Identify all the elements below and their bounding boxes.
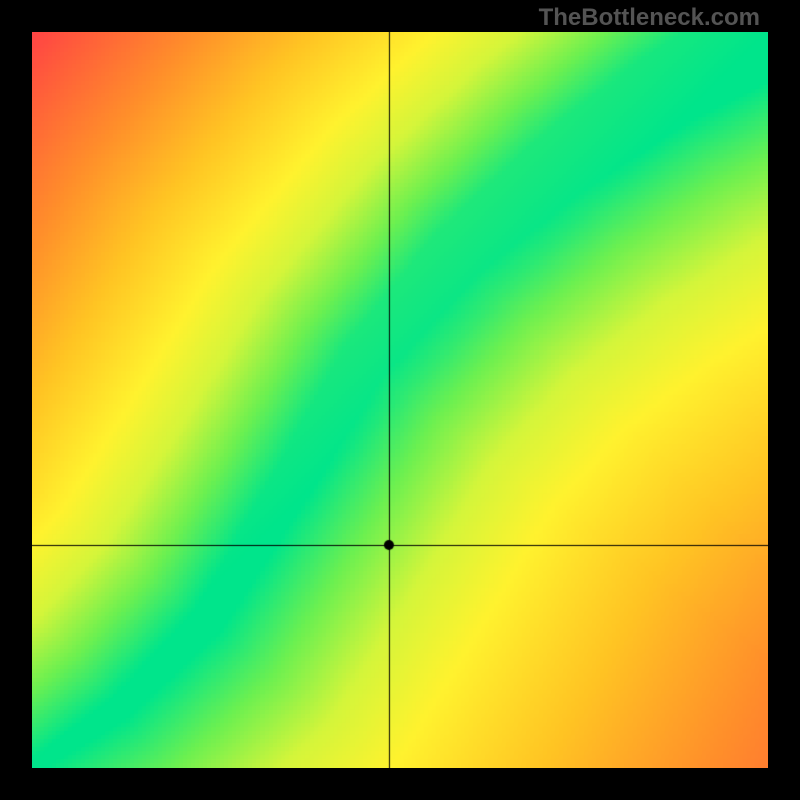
bottleneck-heatmap [32, 32, 768, 768]
source-watermark: TheBottleneck.com [539, 4, 760, 32]
chart-container: TheBottleneck.com [0, 0, 800, 800]
